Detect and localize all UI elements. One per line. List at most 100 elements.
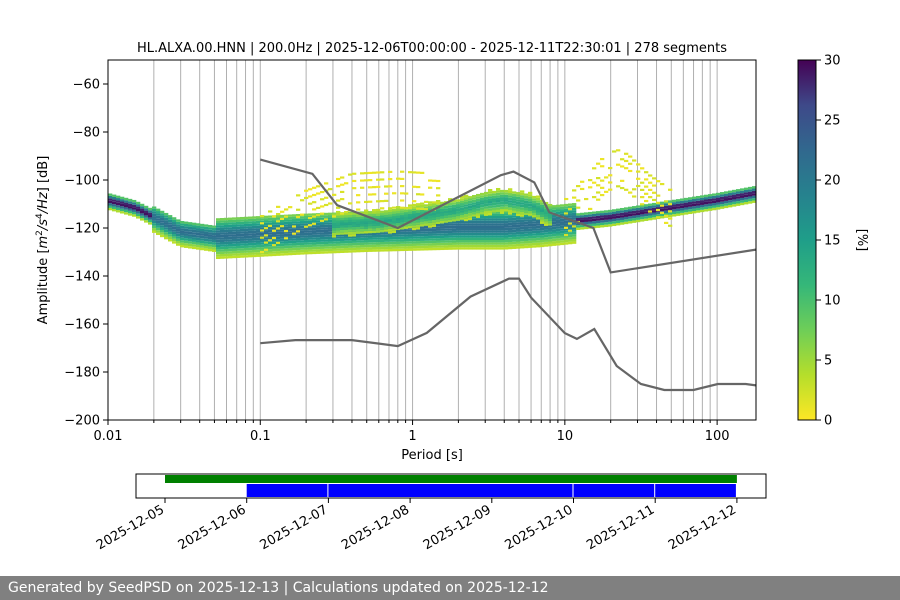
density-cell: [572, 229, 577, 232]
density-cell: [488, 205, 493, 209]
density-cell: [228, 241, 233, 244]
density-cell: [296, 245, 301, 248]
density-cell: [276, 253, 281, 256]
density-cell: [552, 233, 557, 237]
density-cell: [216, 247, 221, 250]
density-cell: [184, 223, 189, 227]
density-cell: [416, 231, 421, 234]
density-cell: [172, 217, 177, 220]
density-cell: [404, 248, 409, 251]
density-cell: [284, 243, 289, 246]
density-cell: [408, 236, 413, 239]
density-cell: [556, 231, 561, 234]
density-cell: [468, 237, 473, 240]
density-cell: [376, 213, 381, 217]
density-cell: [496, 216, 501, 219]
density-cell: [408, 204, 413, 207]
density-cell: [500, 232, 505, 236]
density-cell: [632, 188, 637, 191]
density-cell: [500, 228, 505, 231]
density-cell: [600, 165, 605, 168]
density-cell: [232, 238, 237, 242]
density-cell: [200, 228, 205, 232]
density-cell: [408, 218, 413, 222]
density-cell: [264, 220, 269, 223]
density-cell: [440, 245, 445, 248]
density-cell: [312, 220, 317, 223]
density-cell: [480, 195, 485, 198]
density-cell: [164, 227, 169, 230]
density-cell: [524, 212, 529, 216]
density-cell: [148, 219, 153, 223]
density-cell: [560, 240, 565, 243]
density-cell: [576, 215, 581, 218]
y-axis-label-part: 4: [35, 213, 45, 219]
density-cell: [556, 219, 561, 222]
density-cell: [280, 229, 285, 232]
density-cell: [376, 228, 381, 231]
density-cell: [672, 199, 677, 203]
density-cell: [436, 194, 441, 197]
density-cell: [504, 220, 509, 224]
density-cell: [464, 209, 469, 212]
density-cell: [288, 216, 293, 220]
density-cell: [424, 248, 429, 251]
density-cell: [200, 235, 205, 239]
density-cell: [552, 217, 557, 220]
density-cell: [504, 230, 509, 233]
density-cell: [580, 180, 585, 183]
density-cell: [428, 220, 433, 223]
density-cell: [692, 196, 697, 199]
density-cell: [440, 247, 445, 251]
density-cell: [296, 218, 301, 222]
density-cell: [624, 209, 629, 213]
density-cell: [580, 212, 585, 216]
density-cell: [364, 237, 369, 241]
density-cell: [648, 196, 653, 199]
density-cell: [648, 210, 653, 213]
density-cell: [548, 208, 553, 212]
density-cell: [200, 240, 205, 244]
density-cell: [384, 232, 389, 235]
density-cell: [340, 220, 345, 223]
density-cell: [480, 202, 485, 205]
density-cell: [312, 225, 317, 228]
density-cell: [468, 205, 473, 209]
density-cell: [168, 231, 173, 235]
density-cell: [472, 209, 477, 212]
density-cell: [576, 217, 581, 221]
density-cell: [496, 190, 501, 193]
density-cell: [376, 211, 381, 214]
density-cell: [656, 208, 661, 212]
density-cell: [344, 215, 349, 218]
density-cell: [308, 224, 313, 227]
density-cell: [380, 246, 385, 250]
density-cell: [156, 223, 161, 226]
density-cell: [500, 218, 505, 221]
density-cell: [536, 223, 541, 226]
density-cell: [648, 208, 653, 211]
density-cell: [228, 239, 233, 242]
density-cell: [252, 230, 257, 234]
density-cell: [324, 241, 329, 245]
density-cell: [324, 215, 329, 218]
density-cell: [412, 208, 417, 211]
density-cell: [588, 211, 593, 215]
density-cell: [284, 248, 289, 251]
density-cell: [268, 237, 273, 240]
density-cell: [556, 226, 561, 229]
density-cell: [252, 249, 257, 253]
density-cell: [552, 207, 557, 210]
density-cell: [504, 211, 509, 214]
density-cell: [624, 167, 629, 170]
density-cell: [352, 217, 357, 220]
density-cell: [232, 231, 237, 235]
density-cell: [536, 200, 541, 203]
density-cell: [440, 216, 445, 219]
density-cell: [444, 225, 449, 229]
density-cell: [444, 247, 449, 250]
density-cell: [500, 209, 505, 212]
density-cell: [336, 241, 341, 244]
density-cell: [316, 251, 321, 254]
